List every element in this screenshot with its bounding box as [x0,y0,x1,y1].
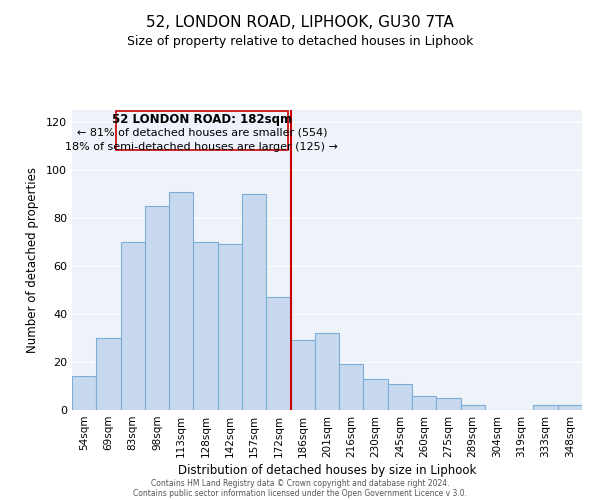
Bar [121,242,145,410]
FancyBboxPatch shape [116,111,288,150]
Bar [218,244,242,410]
Text: Contains HM Land Registry data © Crown copyright and database right 2024.: Contains HM Land Registry data © Crown c… [151,478,449,488]
Y-axis label: Number of detached properties: Number of detached properties [26,167,39,353]
Bar [436,398,461,410]
Bar [242,194,266,410]
Text: Contains public sector information licensed under the Open Government Licence v : Contains public sector information licen… [133,488,467,498]
Text: 52 LONDON ROAD: 182sqm: 52 LONDON ROAD: 182sqm [112,113,292,126]
Bar [533,405,558,410]
X-axis label: Distribution of detached houses by size in Liphook: Distribution of detached houses by size … [178,464,476,477]
Text: 18% of semi-detached houses are larger (125) →: 18% of semi-detached houses are larger (… [65,142,338,152]
Bar [193,242,218,410]
Bar [96,338,121,410]
Bar [339,364,364,410]
Bar [290,340,315,410]
Text: Size of property relative to detached houses in Liphook: Size of property relative to detached ho… [127,35,473,48]
Text: ← 81% of detached houses are smaller (554): ← 81% of detached houses are smaller (55… [77,128,327,138]
Bar [461,405,485,410]
Bar [364,379,388,410]
Bar [169,192,193,410]
Bar [412,396,436,410]
Bar [266,297,290,410]
Bar [388,384,412,410]
Bar [72,376,96,410]
Bar [315,333,339,410]
Bar [145,206,169,410]
Text: 52, LONDON ROAD, LIPHOOK, GU30 7TA: 52, LONDON ROAD, LIPHOOK, GU30 7TA [146,15,454,30]
Bar [558,405,582,410]
